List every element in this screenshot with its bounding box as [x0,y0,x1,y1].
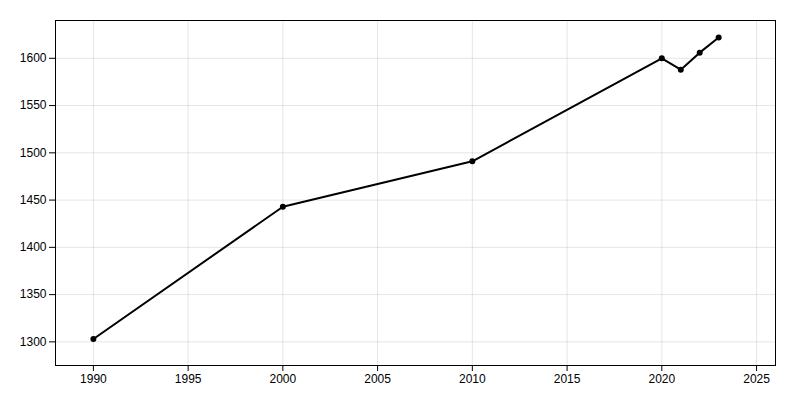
svg-text:1550: 1550 [20,98,47,112]
svg-text:2025: 2025 [743,372,770,386]
svg-text:2000: 2000 [270,372,297,386]
svg-text:1350: 1350 [20,287,47,301]
svg-text:1400: 1400 [20,240,47,254]
svg-text:1300: 1300 [20,335,47,349]
svg-text:2010: 2010 [459,372,486,386]
svg-text:1600: 1600 [20,51,47,65]
svg-text:1450: 1450 [20,193,47,207]
svg-text:1500: 1500 [20,146,47,160]
svg-text:2020: 2020 [648,372,675,386]
svg-text:1995: 1995 [175,372,202,386]
svg-text:1990: 1990 [80,372,107,386]
svg-text:2015: 2015 [554,372,581,386]
svg-text:2005: 2005 [364,372,391,386]
